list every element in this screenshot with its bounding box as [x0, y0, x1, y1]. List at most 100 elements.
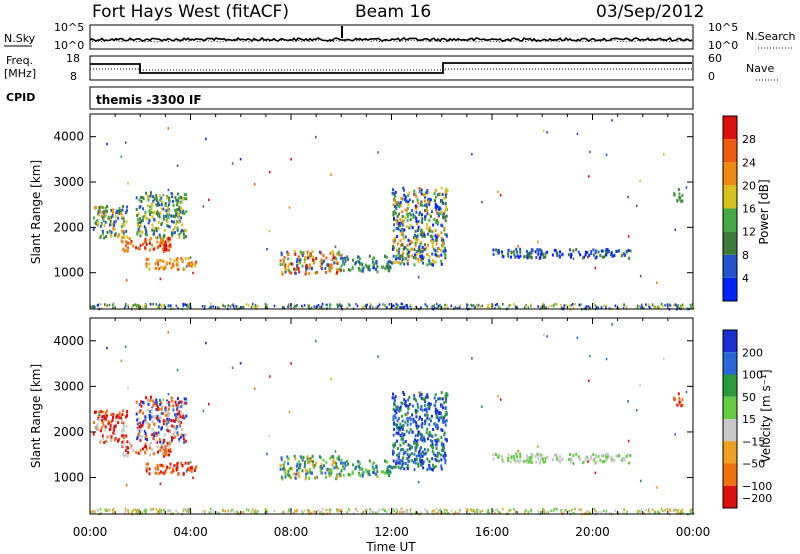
data-point	[102, 423, 105, 427]
data-point	[294, 272, 297, 275]
data-point	[681, 398, 684, 402]
data-point	[421, 234, 424, 238]
data-point	[408, 396, 411, 399]
data-point	[99, 439, 102, 443]
data-point	[413, 248, 416, 252]
data-point	[402, 237, 405, 240]
data-point	[440, 186, 443, 190]
data-point	[434, 457, 437, 461]
data-point	[426, 191, 429, 195]
data-point	[180, 461, 183, 465]
data-point	[318, 250, 321, 254]
data-point	[407, 202, 410, 206]
data-point	[253, 511, 256, 514]
data-point	[427, 437, 430, 441]
data-point	[283, 511, 285, 515]
data-point	[397, 455, 400, 459]
data-point	[393, 421, 395, 425]
data-point	[597, 511, 599, 514]
data-point	[385, 265, 388, 268]
data-point	[279, 263, 282, 267]
data-point	[530, 305, 532, 308]
data-point	[444, 202, 447, 206]
data-point	[442, 419, 444, 423]
data-point	[537, 240, 539, 244]
data-point	[392, 433, 395, 437]
data-point	[526, 256, 529, 260]
data-point	[121, 208, 124, 212]
data-point	[436, 250, 439, 254]
data-point	[514, 305, 517, 308]
data-point	[329, 252, 332, 255]
data-point	[399, 459, 402, 463]
data-point	[424, 508, 426, 511]
data-point	[431, 306, 433, 310]
data-point	[90, 305, 92, 309]
data-point	[119, 413, 122, 417]
data-point	[101, 216, 104, 220]
data-point	[227, 304, 229, 307]
data-point	[309, 459, 312, 462]
data-point	[162, 236, 165, 239]
data-point	[264, 306, 266, 310]
data-point	[288, 508, 290, 511]
data-point	[399, 443, 402, 447]
data-point	[414, 253, 416, 257]
data-point	[296, 508, 298, 512]
data-point	[428, 434, 431, 438]
data-point	[401, 425, 404, 429]
data-point	[492, 252, 495, 256]
data-point	[106, 435, 109, 439]
data-point	[328, 264, 331, 268]
data-point	[514, 460, 517, 464]
data-point	[167, 392, 170, 396]
data-point	[421, 204, 424, 208]
data-point	[153, 210, 156, 214]
data-point	[294, 509, 296, 513]
data-point	[399, 204, 402, 208]
data-point	[100, 221, 103, 225]
data-point	[391, 449, 394, 453]
data-point	[430, 444, 433, 448]
data-point	[444, 437, 447, 441]
data-point	[311, 454, 314, 458]
data-point	[407, 255, 410, 259]
data-point	[416, 426, 418, 430]
data-point	[378, 508, 381, 511]
data-point	[312, 261, 315, 265]
data-point	[182, 229, 185, 233]
data-point	[421, 213, 423, 217]
data-point	[416, 307, 419, 310]
data-point	[179, 415, 182, 419]
data-point	[443, 196, 446, 200]
data-point	[431, 245, 434, 249]
data-point	[395, 203, 398, 207]
data-point	[601, 460, 604, 464]
data-point	[550, 304, 552, 308]
data-point	[177, 401, 180, 405]
data-point	[308, 468, 311, 472]
data-point	[120, 212, 123, 216]
data-point	[415, 421, 418, 425]
data-point	[433, 261, 435, 265]
data-point	[295, 472, 298, 476]
x-tick-label: 00:00	[676, 525, 711, 539]
data-point	[176, 257, 179, 261]
data-point	[155, 229, 158, 233]
data-point	[163, 234, 166, 238]
data-point	[165, 245, 168, 249]
data-point	[587, 305, 589, 308]
data-point	[425, 509, 428, 513]
data-point	[110, 413, 113, 417]
data-point	[401, 227, 404, 231]
data-point	[162, 471, 165, 475]
data-point	[440, 262, 443, 266]
data-point	[615, 249, 618, 253]
data-point	[527, 306, 530, 309]
data-point	[144, 232, 147, 236]
data-point	[404, 402, 407, 406]
data-point	[387, 469, 390, 473]
data-point	[432, 247, 435, 251]
data-point	[392, 303, 394, 306]
data-point	[440, 237, 443, 240]
